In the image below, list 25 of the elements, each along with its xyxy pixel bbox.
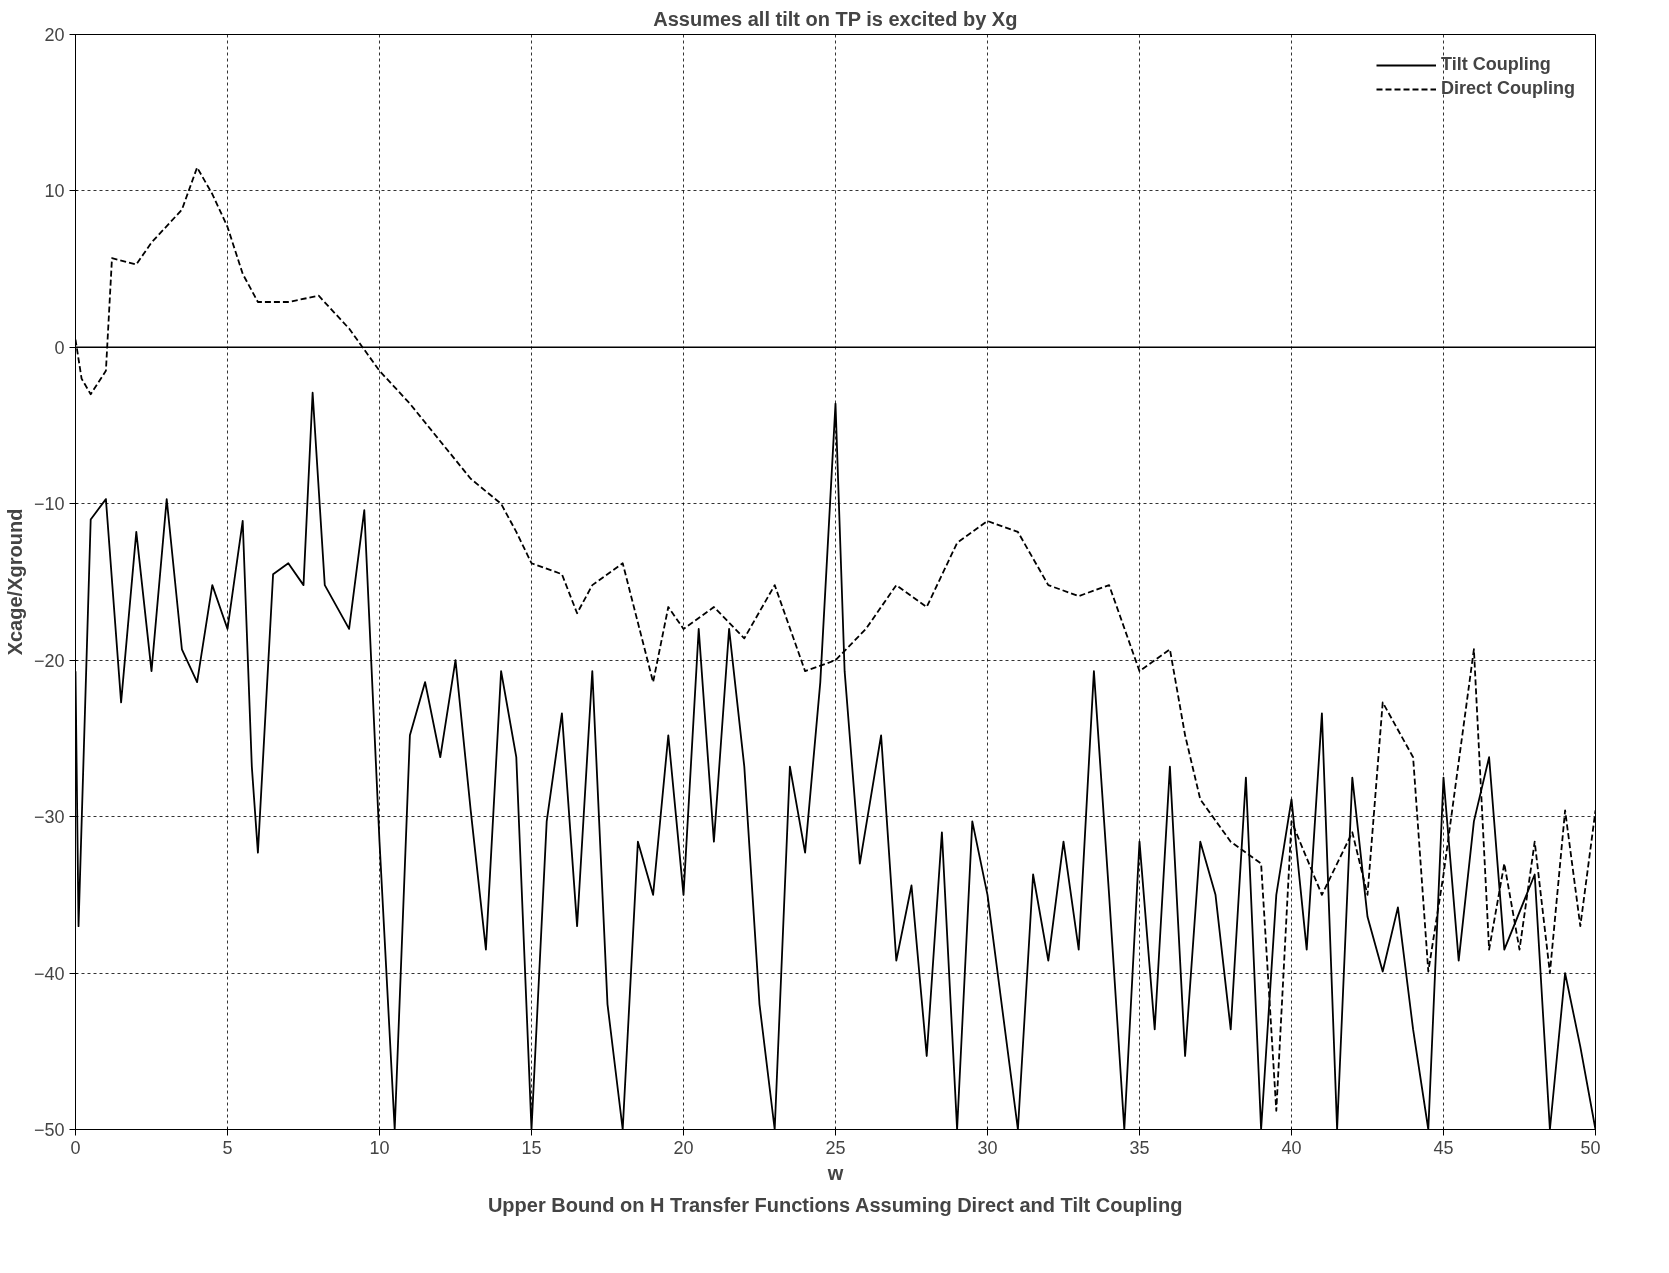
x-tick-label: 35	[1129, 1137, 1150, 1158]
y-tick-label: −20	[33, 650, 65, 671]
text: Upper Bound on H Transfer Functions Assuming Direct and Tilt Coupling	[487, 1193, 1183, 1216]
x-tick-label: 5	[222, 1137, 233, 1158]
x-tick-label: 15	[521, 1137, 542, 1158]
x-tick-label: 45	[1433, 1137, 1454, 1158]
y-tick-label: −40	[33, 963, 65, 984]
legend-label: Tilt Coupling	[1441, 54, 1551, 75]
x-tick-label: 40	[1281, 1137, 1302, 1158]
x-tick-label: 50	[1580, 1137, 1601, 1158]
y-tick-label: −50	[33, 1120, 65, 1140]
legend-label: Direct Coupling	[1441, 78, 1575, 99]
y-axis-title: Xcage/Xground	[3, 508, 26, 656]
x-axis-title: w	[826, 1161, 844, 1184]
x-tick-label: 10	[369, 1137, 390, 1158]
y-tick-label: −30	[33, 807, 65, 828]
x-tick-label: 30	[977, 1137, 998, 1158]
x-tick-label: 25	[825, 1137, 846, 1158]
y-tick-label: 20	[44, 25, 65, 45]
x-tick-label: 20	[673, 1137, 694, 1158]
x-tick-label: 0	[70, 1137, 81, 1158]
y-tick-label: 10	[44, 181, 65, 202]
chart-title: Assumes all tilt on TP is excited by Xg	[653, 7, 1018, 30]
y-tick-label: −10	[33, 494, 65, 515]
y-tick-label: 0	[54, 337, 65, 358]
